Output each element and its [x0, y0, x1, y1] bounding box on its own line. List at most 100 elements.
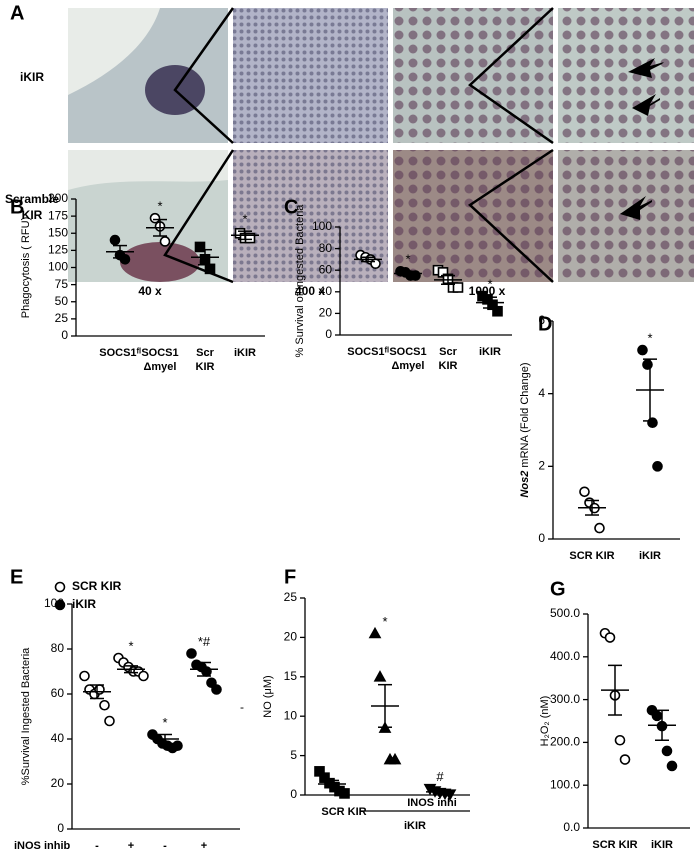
dot [138, 670, 149, 682]
x-tick-label: SCR KIR [592, 839, 637, 851]
x-tick-label: SCR KIR [321, 806, 366, 818]
y-axis-label: %Survival Ingested Bacteria [20, 647, 32, 785]
dot [614, 734, 626, 746]
micrograph-texture [558, 8, 694, 143]
dot [373, 670, 387, 682]
y-tick-label: 0 [325, 327, 332, 341]
dot [172, 740, 183, 752]
x-tick-label: Scr [439, 346, 457, 358]
y-tick-label: 25 [284, 590, 298, 604]
panel-letter: C [284, 196, 298, 218]
dot [99, 699, 110, 711]
micrograph-texture [393, 8, 553, 143]
x-tick-label: iKIR [639, 550, 661, 562]
x-tick-label: SCR KIR [569, 550, 614, 562]
panel-letter: D [538, 313, 552, 335]
y-tick-label: 200.0 [550, 735, 580, 749]
y-tick-label: 0 [290, 787, 297, 801]
annotation: * [162, 715, 167, 730]
y-tick-label: 0 [61, 328, 68, 342]
x-tick-label: SOCS1 [141, 347, 178, 359]
row-label: KIR [22, 208, 43, 222]
y-tick-label: 0 [57, 821, 64, 835]
dot [452, 282, 464, 293]
y-tick-label: 4 [538, 386, 545, 400]
dot [651, 710, 663, 722]
y-tick-label: 400.0 [550, 649, 580, 663]
micrograph-detail [68, 150, 228, 190]
group-label: iKIR [404, 820, 426, 832]
y-tick-label: 100 [48, 260, 68, 274]
y-tick-label: 200 [48, 191, 68, 205]
x-tick-label: - [95, 840, 99, 852]
panel-letter: B [10, 196, 24, 218]
y-tick-label: 50 [55, 294, 69, 308]
x-tick-label: KIR [196, 361, 215, 373]
x-tick-label: iKIR [234, 347, 256, 359]
x-row-label: iNOS inhib [14, 840, 71, 852]
y-tick-label: 2 [538, 459, 545, 473]
y-axis-label: % Survival of Ingested Bacteria [294, 204, 306, 358]
y-axis-label: NO (μM) [262, 675, 274, 717]
legend-label: SCR KIR [72, 579, 122, 593]
y-tick-label: 5 [290, 748, 297, 762]
y-axis-label: H₂O₂ (nM) [539, 696, 551, 747]
dot [79, 670, 90, 682]
row-label: Scramble [5, 192, 59, 206]
panel-letter: A [10, 2, 24, 24]
annotation: * [128, 638, 133, 653]
annotation: * [242, 212, 247, 227]
x-tick-label: iKIR [479, 346, 501, 358]
dot [594, 522, 605, 534]
y-axis-label: Phagocytosis ( RFU) [20, 217, 32, 318]
dot [159, 236, 171, 247]
dot [652, 461, 663, 472]
y-tick-label: 100 [312, 219, 332, 233]
x-tick-label: iKIR [651, 839, 673, 851]
x-tick-label: KIR [439, 360, 458, 372]
micrograph-texture [233, 8, 388, 143]
dot [368, 626, 382, 639]
column-label: 40 x [138, 284, 162, 298]
annotation: * [405, 252, 410, 267]
dot [211, 684, 222, 695]
x-tick-label: + [128, 840, 134, 852]
y-axis-label-part: mRNA (Fold Change) [519, 362, 531, 470]
dot [661, 745, 673, 757]
x-tick-label: Δmyel [392, 360, 425, 372]
y-tick-label: 25 [55, 311, 69, 325]
y-tick-label: 500.0 [550, 606, 580, 620]
dot [604, 632, 616, 643]
dot [194, 241, 206, 253]
y-tick-label: 15 [284, 669, 298, 683]
micrograph-texture [393, 150, 553, 282]
dot [492, 305, 503, 317]
y-tick-label: 0.0 [563, 820, 580, 834]
y-tick-label: 0 [538, 531, 545, 545]
x-tick-label: Δmyel [144, 361, 177, 373]
annotation: * [382, 614, 387, 629]
y-tick-label: 60 [319, 262, 333, 276]
legend-label: iKIR [72, 597, 96, 611]
x-tick-label: SOCS1ᶠˡ [347, 346, 389, 358]
dot [666, 760, 678, 772]
y-tick-label: 20 [284, 630, 298, 644]
panel-letter: F [284, 566, 296, 588]
annotation: # [436, 769, 444, 784]
x-tick-label: SOCS1 [389, 346, 426, 358]
y-tick-label: 80 [51, 641, 65, 655]
y-tick-label: 125 [48, 243, 68, 257]
y-tick-label: 100.0 [550, 777, 580, 791]
y-tick-label: 20 [51, 776, 65, 790]
y-tick-label: 40 [51, 731, 65, 745]
dot [370, 258, 381, 270]
x-tick-label: + [201, 840, 207, 852]
x-tick-label: Scr [196, 347, 214, 359]
micrograph-detail [120, 242, 200, 282]
dot [388, 752, 402, 765]
y-tick-label: 75 [55, 277, 69, 291]
y-tick-label: 300.0 [550, 692, 580, 706]
y-tick-label: 20 [319, 306, 333, 320]
dot [149, 212, 161, 224]
